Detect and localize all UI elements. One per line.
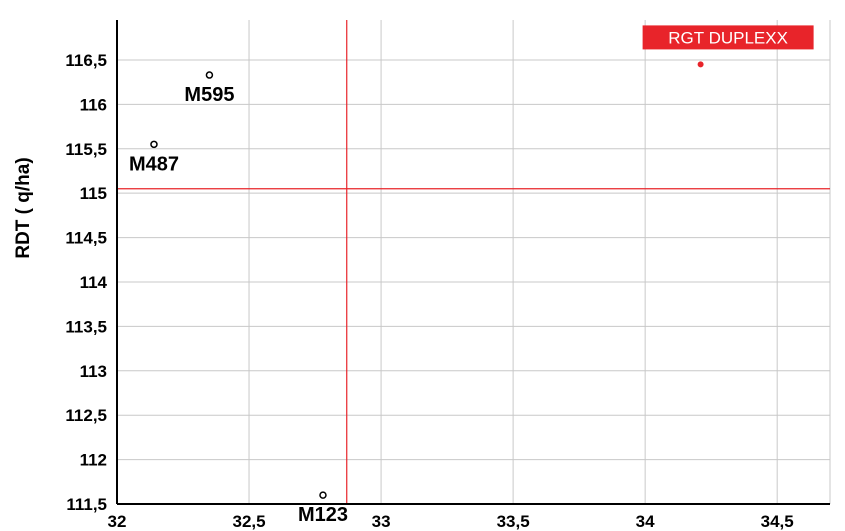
x-tick-label: 34	[636, 512, 655, 531]
y-tick-label: 116,5	[65, 51, 107, 70]
y-tick-label: 111,5	[66, 495, 107, 514]
tick-labels: 32 32,5 33 33,5 34 34,5 111,5 112 112,5 113 113,5 1…	[65, 51, 793, 531]
y-tick-label: 112	[80, 451, 107, 470]
axes	[116, 20, 830, 505]
highlight-label-background	[642, 25, 814, 50]
data-points: M595 M487 M123 RGT DUPLEXX	[129, 25, 814, 526]
y-tick-label: 115	[80, 184, 107, 203]
x-tick-label: 34,5	[761, 512, 794, 531]
data-point	[697, 61, 704, 68]
point-label: M487	[129, 153, 179, 175]
reference-lines	[117, 20, 830, 504]
data-point	[150, 140, 158, 149]
grid	[117, 20, 831, 504]
x-tick-label: 33,5	[497, 512, 530, 531]
y-tick-label: 114,5	[65, 229, 107, 248]
y-tick-label: 113,5	[65, 317, 107, 336]
x-tick-label: 32,5	[232, 512, 265, 531]
y-tick-label: 113	[80, 362, 107, 381]
point-label: M595	[184, 84, 234, 106]
point-label: M123	[298, 504, 348, 526]
y-axis-title: RDT ( q/ha)	[13, 157, 34, 258]
point-label: RGT DUPLEXX	[668, 28, 788, 47]
data-point	[319, 491, 327, 499]
x-tick-label: 33	[372, 512, 391, 531]
y-tick-label: 115,5	[65, 140, 107, 159]
y-tick-label: 114	[80, 273, 108, 292]
y-tick-label: 112,5	[65, 406, 107, 425]
y-tick-label: 116	[80, 95, 107, 114]
data-point	[205, 71, 214, 79]
x-tick-label: 32	[108, 512, 127, 531]
